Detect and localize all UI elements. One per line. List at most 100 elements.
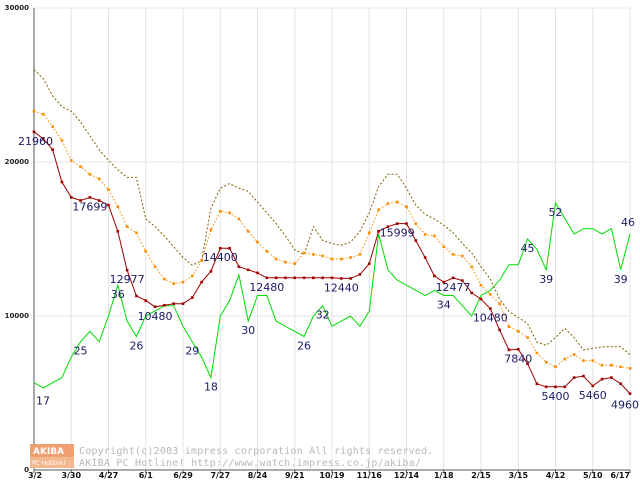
data-label-price: 5400	[542, 390, 570, 403]
logo-top-block	[30, 444, 74, 457]
average-point	[181, 280, 185, 284]
price-point	[461, 279, 464, 282]
x-tick-label: 2/15	[471, 471, 491, 480]
price-point	[386, 225, 390, 228]
y-tick-label: 10000	[5, 312, 29, 320]
average-point	[610, 363, 613, 367]
average-point	[377, 208, 380, 212]
average-point	[433, 234, 436, 238]
average-point	[237, 217, 241, 221]
price-point	[619, 382, 622, 386]
average-point	[256, 240, 259, 244]
count-line	[33, 201, 631, 389]
price-point	[395, 222, 399, 225]
average-point	[321, 254, 324, 258]
average-point	[498, 302, 501, 305]
price-point	[498, 328, 501, 332]
price-point	[274, 276, 278, 280]
y-tick-label: 30000	[5, 4, 29, 12]
average-point	[423, 233, 427, 236]
average-point	[535, 351, 539, 355]
price-point	[516, 347, 520, 351]
price-point	[246, 268, 250, 272]
average-point	[572, 353, 576, 356]
average-point	[461, 254, 464, 258]
price-point	[125, 268, 129, 272]
price-point	[42, 137, 45, 141]
average-point	[367, 231, 371, 235]
x-tick-label: 6/29	[173, 471, 193, 480]
y-axis-ticks: 0 10000 20000 30000	[5, 4, 29, 474]
average-point	[218, 209, 222, 213]
price-point	[367, 262, 371, 265]
price-point	[60, 180, 64, 184]
average-point	[405, 205, 408, 208]
data-label-price: 15999	[380, 227, 415, 240]
price-point	[321, 276, 324, 280]
average-point	[69, 159, 73, 162]
average-point	[274, 257, 278, 261]
average-point	[591, 359, 595, 362]
series-count	[33, 201, 631, 389]
average-point	[293, 262, 297, 265]
data-label-price: 7840	[504, 352, 532, 365]
url-text: AKIBA PC Hotline! http://www.watch.impre…	[79, 458, 421, 469]
data-label-price: 12480	[249, 281, 284, 294]
price-point	[572, 376, 576, 379]
data-label-price: 4960	[611, 399, 639, 412]
price-point	[116, 230, 120, 233]
price-point	[628, 392, 632, 395]
average-point	[582, 359, 585, 362]
average-point	[349, 256, 352, 259]
average-point	[88, 173, 92, 176]
price-point	[302, 276, 306, 280]
price-point	[97, 199, 101, 202]
price-point	[433, 274, 436, 278]
price-point	[554, 385, 557, 389]
price-point	[51, 148, 54, 151]
average-point	[191, 274, 194, 278]
price-point	[600, 377, 604, 381]
gridlines	[33, 7, 631, 470]
price-point	[163, 303, 166, 307]
x-tick-label: 12/14	[394, 471, 420, 480]
average-point	[563, 357, 567, 361]
price-point	[479, 297, 483, 301]
price-point	[563, 385, 567, 389]
price-point	[582, 374, 585, 378]
average-point	[386, 202, 390, 205]
price-point	[442, 280, 446, 284]
x-tick-label: 10/19	[319, 471, 345, 480]
x-tick-label: 11/16	[357, 471, 383, 480]
data-label-price: 12477	[436, 281, 471, 294]
series-layer	[32, 69, 632, 395]
data-label-count: 18	[204, 381, 218, 394]
x-tick-label: 3/2	[28, 471, 42, 480]
price-point	[377, 230, 380, 233]
x-tick-label: 1/18	[434, 471, 454, 480]
average-point	[451, 253, 455, 256]
data-label-price: 21960	[18, 135, 53, 148]
average-point	[97, 177, 101, 181]
price-point	[265, 276, 269, 280]
data-label-count: 52	[549, 206, 563, 219]
price-point	[209, 270, 213, 273]
average-point	[265, 250, 269, 253]
x-axis-ticks: 3/2 3/30 4/27 6/1 6/29 7/27 8/24 9/21 10/19 11/16…	[28, 471, 630, 480]
average-point	[209, 228, 213, 232]
price-point	[330, 276, 334, 280]
data-label-count: 25	[74, 345, 88, 358]
average-point	[60, 139, 64, 142]
price-point	[535, 382, 539, 386]
data-label-price: 10480	[138, 310, 173, 323]
average-point	[619, 365, 622, 369]
average-point	[516, 330, 520, 333]
x-tick-label: 3/30	[61, 471, 81, 480]
price-point	[107, 203, 110, 207]
average-point	[395, 200, 399, 204]
x-tick-label: 4/12	[546, 471, 566, 480]
average-point	[526, 336, 529, 339]
price-point	[544, 385, 548, 389]
